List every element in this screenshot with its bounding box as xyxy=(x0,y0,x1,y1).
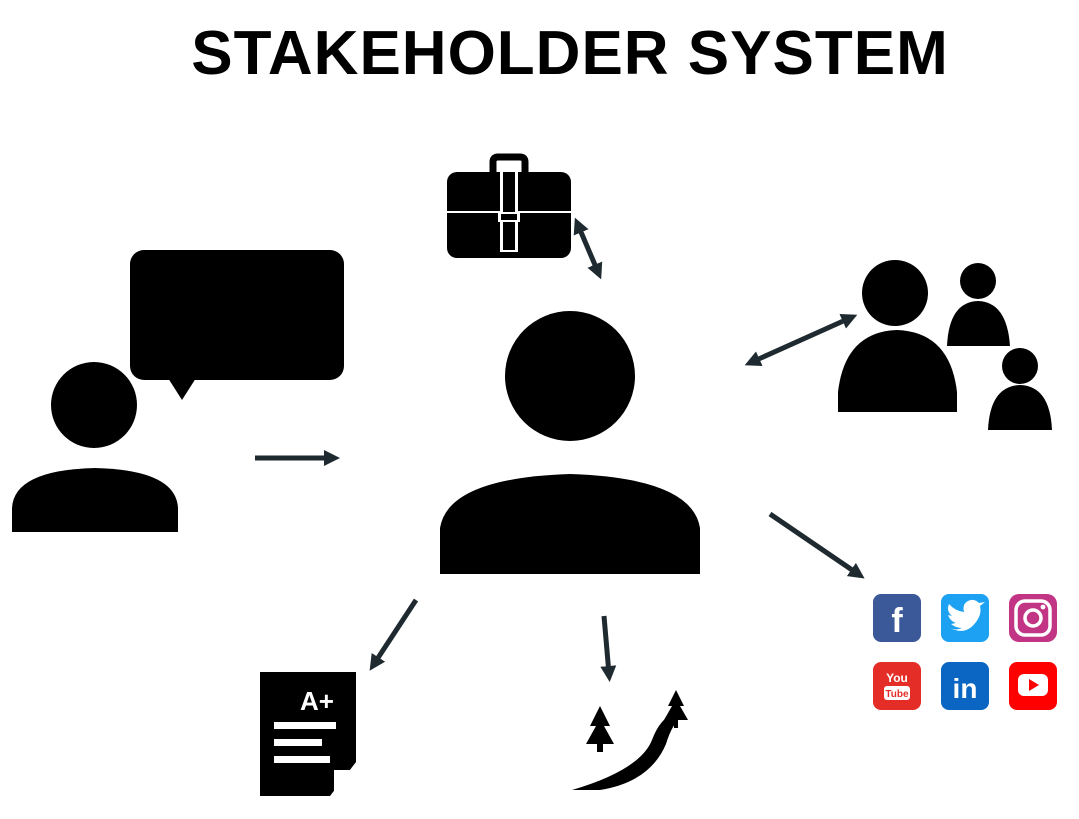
center-to-grade-arrow xyxy=(369,598,419,671)
briefcase-icon xyxy=(447,153,571,258)
briefcase-center-double-arrow xyxy=(573,217,603,280)
page-title: STAKEHOLDER SYSTEM xyxy=(191,19,949,88)
arrows xyxy=(255,217,865,682)
twitter-icon xyxy=(941,594,989,642)
youtube-play-icon xyxy=(1009,662,1057,710)
facebook-icon: f xyxy=(873,594,921,642)
center-group-double-arrow xyxy=(744,313,858,367)
grade-label: A+ xyxy=(300,686,334,716)
linkedin-icon: in xyxy=(941,662,989,710)
svg-text:You: You xyxy=(886,671,908,685)
graded-document-icon: A+ xyxy=(260,672,356,796)
instagram-icon xyxy=(1009,594,1057,642)
svg-text:Tube: Tube xyxy=(885,689,909,700)
svg-text:in: in xyxy=(953,673,978,704)
central-person-icon xyxy=(440,311,700,574)
people-group-icon xyxy=(838,260,1052,430)
center-to-social-arrow xyxy=(768,511,865,579)
center-to-path-arrow xyxy=(600,615,617,682)
social-media-icons: f You Tube in xyxy=(873,594,1057,710)
person-with-speech-bubble-icon xyxy=(12,250,344,532)
youtube-logo-icon: You Tube xyxy=(873,662,921,710)
winding-road-with-trees-icon xyxy=(572,690,688,790)
svg-text:f: f xyxy=(891,602,903,640)
